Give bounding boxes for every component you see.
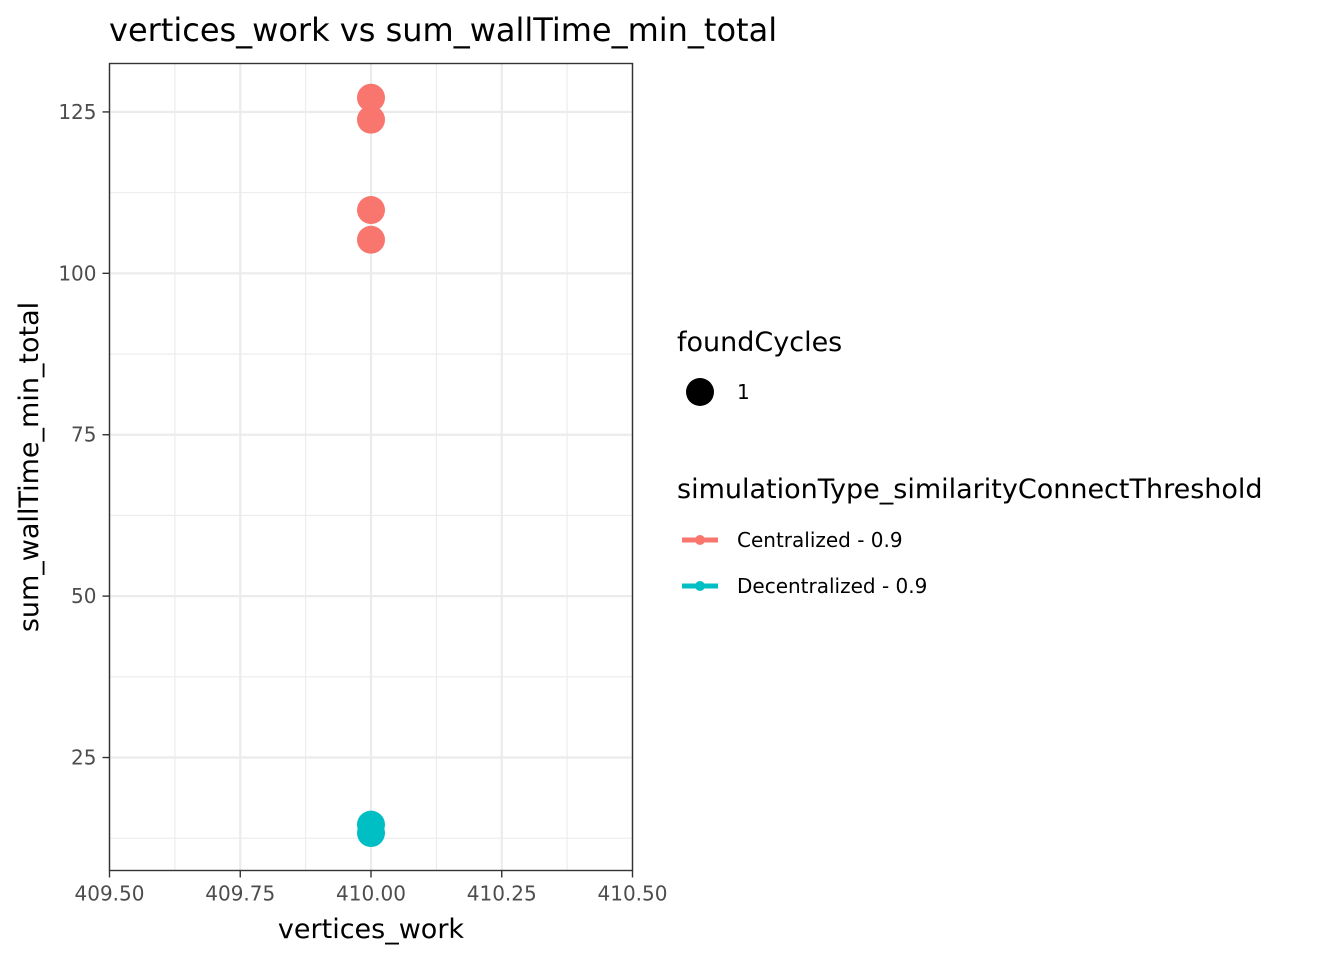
data-points (357, 83, 385, 848)
color-legend: simulationType_similarityConnectThreshol… (677, 474, 1263, 598)
data-point-centralized (357, 196, 385, 225)
x-tick-label: 410.50 (598, 882, 668, 906)
legend-key-centralized-dot (695, 535, 705, 545)
color-legend-title: simulationType_similarityConnectThreshol… (677, 474, 1263, 505)
legend-key-decentralized-dot (695, 581, 705, 591)
size-legend: foundCycles 1 (677, 327, 842, 406)
y-axis-ticks: 25 50 75 100 125 (58, 100, 110, 770)
size-legend-title: foundCycles (677, 327, 842, 358)
data-point-centralized (357, 225, 385, 254)
x-tick-label: 409.50 (75, 882, 145, 906)
y-tick-label: 25 (71, 746, 96, 770)
legend-label-centralized: Centralized - 0.9 (737, 528, 903, 552)
y-tick-label: 100 (58, 261, 96, 285)
x-axis-title: vertices_work (278, 914, 465, 945)
legend-label-decentralized: Decentralized - 0.9 (737, 574, 927, 598)
data-point-centralized (357, 105, 385, 134)
chart-title: vertices_work vs sum_wallTime_min_total (109, 11, 777, 49)
size-legend-key-icon (686, 378, 714, 406)
y-tick-label: 50 (71, 584, 96, 608)
x-tick-label: 410.25 (467, 882, 537, 906)
y-axis-title: sum_wallTime_min_total (14, 302, 45, 632)
x-tick-label: 409.75 (205, 882, 275, 906)
y-tick-label: 75 (71, 423, 96, 447)
major-gridlines (108, 63, 634, 871)
x-tick-label: 410.00 (336, 882, 406, 906)
x-axis-ticks: 409.50 409.75 410.00 410.25 410.50 (75, 870, 668, 906)
y-tick-label: 125 (58, 100, 96, 124)
data-point-decentralized (357, 819, 385, 848)
size-legend-label: 1 (737, 380, 750, 404)
data-point-centralized (357, 83, 385, 112)
